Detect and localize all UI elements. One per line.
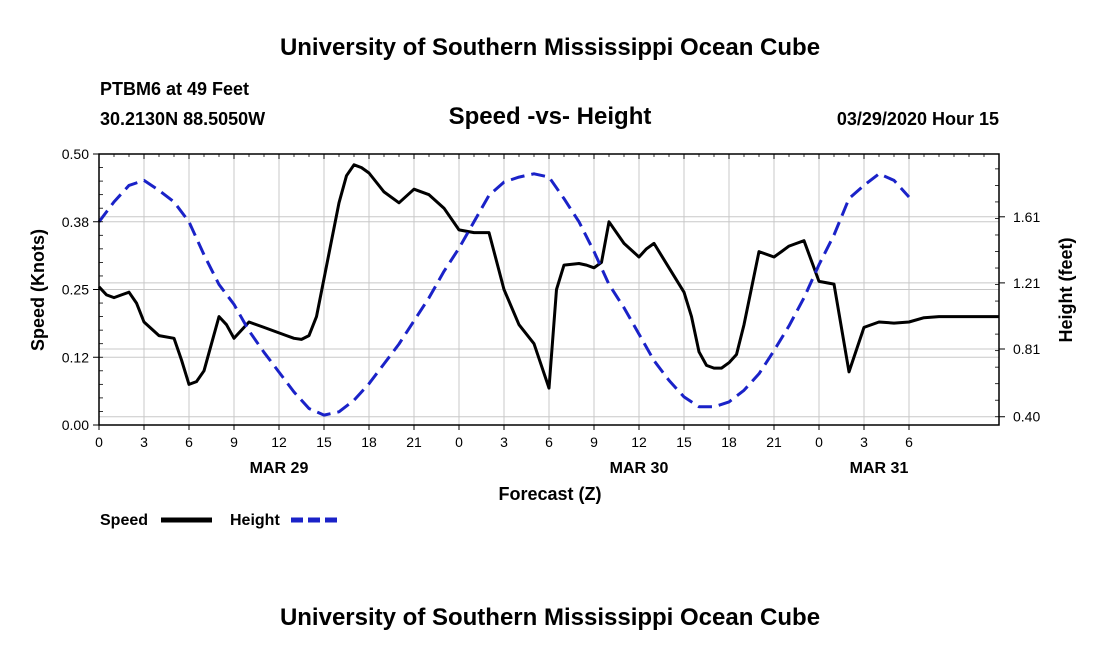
legend-height-label: Height bbox=[230, 512, 280, 529]
chart-title: Speed -vs- Height bbox=[449, 103, 652, 130]
x-tick-label: 3 bbox=[140, 434, 148, 450]
y-tick-label: 0.00 bbox=[62, 417, 89, 433]
x-tick-label: 3 bbox=[860, 434, 868, 450]
x-tick-label: 12 bbox=[631, 434, 647, 450]
x-tick-label: 6 bbox=[185, 434, 193, 450]
x-tick-label: 9 bbox=[590, 434, 598, 450]
x-tick-label: 0 bbox=[815, 434, 823, 450]
y2-axis-label: Height (feet) bbox=[1056, 238, 1076, 343]
y-tick-label: 0.50 bbox=[62, 146, 89, 162]
x-tick-label: 18 bbox=[721, 434, 737, 450]
x-tick-label: 0 bbox=[455, 434, 463, 450]
y-tick-label: 0.12 bbox=[62, 349, 89, 365]
footer-title: University of Southern Mississippi Ocean… bbox=[280, 604, 820, 631]
series-line-speed bbox=[97, 163, 999, 390]
station-coords: 30.2130N 88.5050W bbox=[100, 109, 265, 129]
x-tick-label: 21 bbox=[406, 434, 422, 450]
date-label: MAR 31 bbox=[850, 460, 909, 477]
x-tick-label: 9 bbox=[230, 434, 238, 450]
y-tick-label: 0.25 bbox=[62, 282, 89, 298]
x-tick-label: 15 bbox=[676, 434, 692, 450]
x-tick-label: 3 bbox=[500, 434, 508, 450]
y-tick-label: 0.38 bbox=[62, 214, 89, 230]
y2-tick-label: 1.21 bbox=[1013, 275, 1040, 291]
x-tick-label: 18 bbox=[361, 434, 377, 450]
x-tick-label: 15 bbox=[316, 434, 332, 450]
x-tick-label: 0 bbox=[95, 434, 103, 450]
y2-tick-label: 0.40 bbox=[1013, 409, 1040, 425]
x-axis-label: Forecast (Z) bbox=[498, 484, 601, 504]
date-label: MAR 30 bbox=[610, 460, 669, 477]
x-tick-label: 21 bbox=[766, 434, 782, 450]
station-label: PTBM6 at 49 Feet bbox=[100, 79, 249, 99]
x-tick-label: 6 bbox=[545, 434, 553, 450]
x-tick-label: 12 bbox=[271, 434, 287, 450]
forecast-timestamp: 03/29/2020 Hour 15 bbox=[837, 109, 999, 129]
y-axis-label: Speed (Knots) bbox=[28, 229, 48, 351]
y2-tick-label: 0.81 bbox=[1013, 341, 1040, 357]
y2-tick-label: 1.61 bbox=[1013, 209, 1040, 225]
axis-ticks: 0 3 6 9 12 15 18 21 0 3 6 9 12 15 18 21 0 3 6 MAR 29 MAR 30 M… bbox=[62, 146, 1041, 477]
series-line-height bbox=[97, 172, 911, 417]
legend-speed-label: Speed bbox=[100, 512, 148, 529]
legend: Speed Height bbox=[100, 512, 342, 529]
x-tick-label: 6 bbox=[905, 434, 913, 450]
series-layer bbox=[97, 163, 999, 417]
date-label: MAR 29 bbox=[250, 460, 309, 477]
page-title: University of Southern Mississippi Ocean… bbox=[280, 34, 820, 61]
